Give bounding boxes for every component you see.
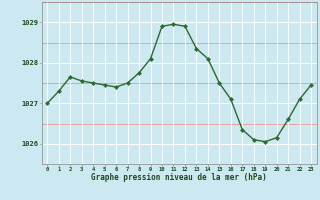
X-axis label: Graphe pression niveau de la mer (hPa): Graphe pression niveau de la mer (hPa) bbox=[91, 173, 267, 182]
